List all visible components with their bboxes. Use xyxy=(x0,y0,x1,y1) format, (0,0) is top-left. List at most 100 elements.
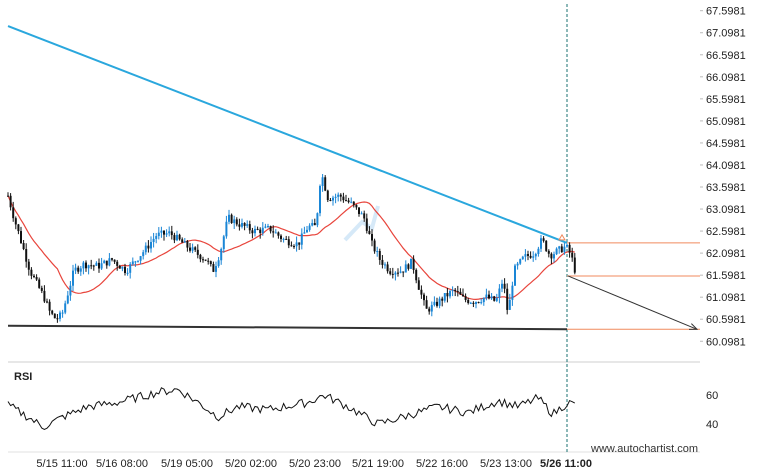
candle-body xyxy=(269,225,272,232)
candle-body xyxy=(391,273,394,275)
candle-body xyxy=(342,196,345,201)
candle-body xyxy=(464,296,467,300)
candle-body xyxy=(72,270,74,286)
price-tick-label: 60.5981 xyxy=(706,314,746,326)
candle-body xyxy=(103,260,106,264)
candle-body xyxy=(516,263,519,266)
candle-body xyxy=(293,246,295,248)
rsi-tick-label: 40 xyxy=(706,419,718,431)
moving-average-line xyxy=(7,195,575,301)
candle-body xyxy=(467,299,470,304)
candle-body xyxy=(378,251,381,260)
candle-body xyxy=(191,247,194,251)
price-tick-label: 61.0981 xyxy=(706,292,746,304)
candle-body xyxy=(508,299,511,310)
price-tick-label: 64.0981 xyxy=(706,160,746,172)
price-tick-label: 61.5981 xyxy=(706,270,746,282)
candle-body xyxy=(287,239,290,246)
time-tick-label: 5/20 23:00 xyxy=(289,458,341,470)
candle-body xyxy=(209,261,212,265)
candle-body xyxy=(87,265,90,269)
price-tick-label: 65.0981 xyxy=(706,116,746,128)
candle-body xyxy=(254,228,256,234)
rsi-tick-label: 60 xyxy=(706,390,718,402)
candle-body xyxy=(233,219,236,224)
candle-body xyxy=(131,261,134,265)
candle-body xyxy=(407,264,410,269)
candle-body xyxy=(144,245,147,253)
candle-body xyxy=(95,262,98,266)
candle-body xyxy=(33,275,35,278)
price-tick-label: 66.5981 xyxy=(706,50,746,62)
candle-body xyxy=(155,236,158,239)
rsi-line xyxy=(7,387,576,430)
candle-body xyxy=(506,288,509,310)
candle-body xyxy=(168,231,171,234)
candle-body xyxy=(358,207,360,214)
candle-body xyxy=(38,279,41,288)
candle-body xyxy=(373,240,376,252)
candle-body xyxy=(430,305,433,312)
time-tick-label: 5/15 11:00 xyxy=(36,458,87,470)
candle-body xyxy=(451,289,454,292)
candle-body xyxy=(22,243,25,250)
candle-body xyxy=(92,265,95,267)
candle-body xyxy=(90,265,93,267)
candle-body xyxy=(420,289,423,295)
candle-body xyxy=(527,254,529,256)
candle-body xyxy=(324,177,327,191)
candle-body xyxy=(524,254,527,257)
candle-body xyxy=(308,225,311,230)
candle-body xyxy=(199,254,202,260)
price-tick-label: 65.5981 xyxy=(706,94,746,106)
candle-body xyxy=(100,263,103,269)
candle-body xyxy=(313,223,316,226)
candle-body xyxy=(480,302,483,304)
candle-body xyxy=(27,261,30,270)
candle-body xyxy=(183,241,186,243)
candle-body xyxy=(402,271,405,273)
candle-body xyxy=(108,258,111,266)
candle-body xyxy=(521,256,524,260)
candle-body xyxy=(74,267,77,271)
candle-body xyxy=(173,235,176,241)
candle-body xyxy=(534,254,537,257)
candle-body xyxy=(547,250,550,254)
candle-body xyxy=(85,262,87,269)
candle-body xyxy=(186,241,189,248)
candle-body xyxy=(319,186,321,214)
candle-body xyxy=(147,245,150,249)
candle-body xyxy=(339,194,342,197)
candle-body xyxy=(306,229,308,233)
price-tick-label: 62.5981 xyxy=(706,226,746,238)
price-tick-label: 62.0981 xyxy=(706,248,746,260)
candle-body xyxy=(113,259,116,262)
candle-body xyxy=(566,244,568,247)
rsi-panel: RSI 60 40 xyxy=(7,371,718,431)
time-axis: 5/15 11:00 5/16 08:00 5/19 05:00 5/20 02:00… xyxy=(36,458,592,470)
candle-body xyxy=(121,266,124,269)
candle-body xyxy=(142,252,145,257)
candle-body xyxy=(352,201,355,205)
candle-body xyxy=(82,262,85,269)
candle-body xyxy=(495,297,498,301)
candle-body xyxy=(399,271,402,273)
candle-body xyxy=(404,264,407,273)
candle-body xyxy=(365,218,368,231)
candle-body xyxy=(456,291,459,293)
rsi-label: RSI xyxy=(14,371,32,383)
candle-body xyxy=(298,242,301,245)
candle-body xyxy=(14,218,17,225)
price-tick-label: 67.0981 xyxy=(706,28,746,40)
candle-body xyxy=(272,231,275,233)
candle-body xyxy=(196,249,199,255)
candle-body xyxy=(475,302,477,305)
candle-body xyxy=(493,296,496,301)
pattern-marker xyxy=(558,233,566,241)
candle-body xyxy=(537,248,540,255)
candle-body xyxy=(417,280,420,290)
candle-body xyxy=(176,234,178,241)
candle-body xyxy=(98,262,100,269)
candle-body xyxy=(436,301,438,306)
candle-body xyxy=(384,264,386,266)
